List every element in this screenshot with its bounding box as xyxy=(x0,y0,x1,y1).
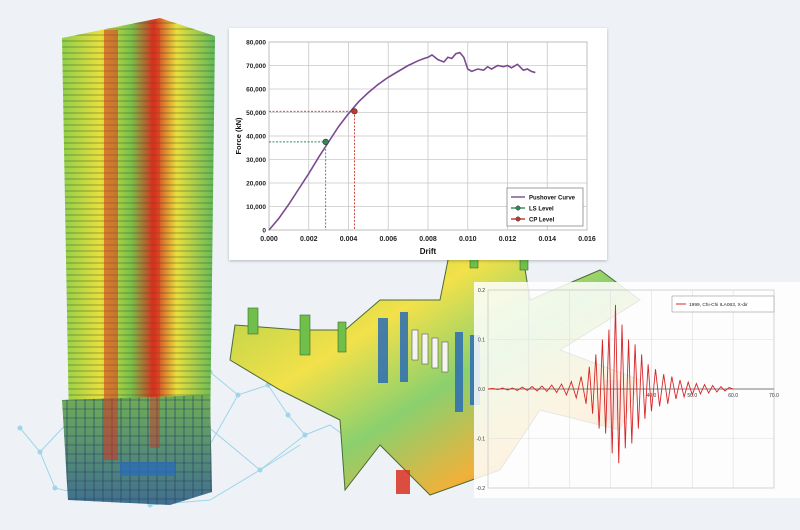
legend-label: LS Level xyxy=(529,207,554,213)
legend-marker xyxy=(515,216,521,222)
acceleration-trace-line xyxy=(487,304,734,464)
y-tick-label: 60,000 xyxy=(246,87,266,94)
x-tick-label: 0.010 xyxy=(459,236,477,243)
y-axis-label: Force (kN) xyxy=(234,117,243,155)
pushover-chart-panel: 0.000 0.002 0.004 0.006 0.008 0.010 0.012 0.014… xyxy=(229,28,607,260)
ground-motion-chart: 0.2 0.1 0.0 -0.1 -0.2 40.0 50.0 60.0 70.0 1999, C… xyxy=(476,288,779,492)
legend-marker xyxy=(515,205,521,211)
pushover-chart: 0.000 0.002 0.004 0.006 0.008 0.010 0.012 0.014… xyxy=(234,40,596,257)
y-tick-label: 0.1 xyxy=(478,338,485,344)
y-tick-label: 20,000 xyxy=(246,181,266,188)
x-tick-label: 40.0 xyxy=(647,393,657,399)
x-tick-label: 60.0 xyxy=(728,393,738,399)
x-axis-label: Drift xyxy=(420,247,437,256)
legend-label: 1999, Chi-Chi ILA063, X-dir xyxy=(689,302,748,308)
y-tick-label: 70,000 xyxy=(246,63,266,70)
x-tick-label: 0.002 xyxy=(300,236,318,243)
y-tick-label: 50,000 xyxy=(246,110,266,117)
y-tick-label: 40,000 xyxy=(246,134,266,141)
ground-motion-chart-panel: 0.2 0.1 0.0 -0.1 -0.2 40.0 50.0 60.0 70.0 1999, C… xyxy=(474,282,800,498)
y-tick-label: 0.0 xyxy=(478,387,485,393)
y-tick-label: 0 xyxy=(262,228,266,235)
x-tick-label: 50.0 xyxy=(687,393,697,399)
x-tick-label: 70.0 xyxy=(769,393,779,399)
y-tick-label: -0.2 xyxy=(476,486,485,492)
legend-label: Pushover Curve xyxy=(529,196,576,202)
x-tick-label: 0.006 xyxy=(379,236,397,243)
y-tick-label: -0.1 xyxy=(476,437,485,443)
x-tick-label: 0.014 xyxy=(538,236,556,243)
y-tick-label: 80,000 xyxy=(246,40,266,47)
ls-level-point xyxy=(322,138,329,145)
legend-box xyxy=(671,295,775,313)
x-tick-label: 0.012 xyxy=(499,236,517,243)
x-tick-label: 0.000 xyxy=(260,236,278,243)
cp-level-point xyxy=(351,108,358,115)
x-tick-label: 0.004 xyxy=(340,236,358,243)
x-tick-label: 0.008 xyxy=(419,236,437,243)
legend-label: CP Level xyxy=(529,218,555,224)
y-tick-label: 0.2 xyxy=(478,288,485,294)
y-tick-label: 30,000 xyxy=(246,157,266,164)
y-tick-label: 10,000 xyxy=(246,204,266,211)
x-tick-label: 0.016 xyxy=(578,236,596,243)
pushover-curve-line xyxy=(268,51,536,231)
